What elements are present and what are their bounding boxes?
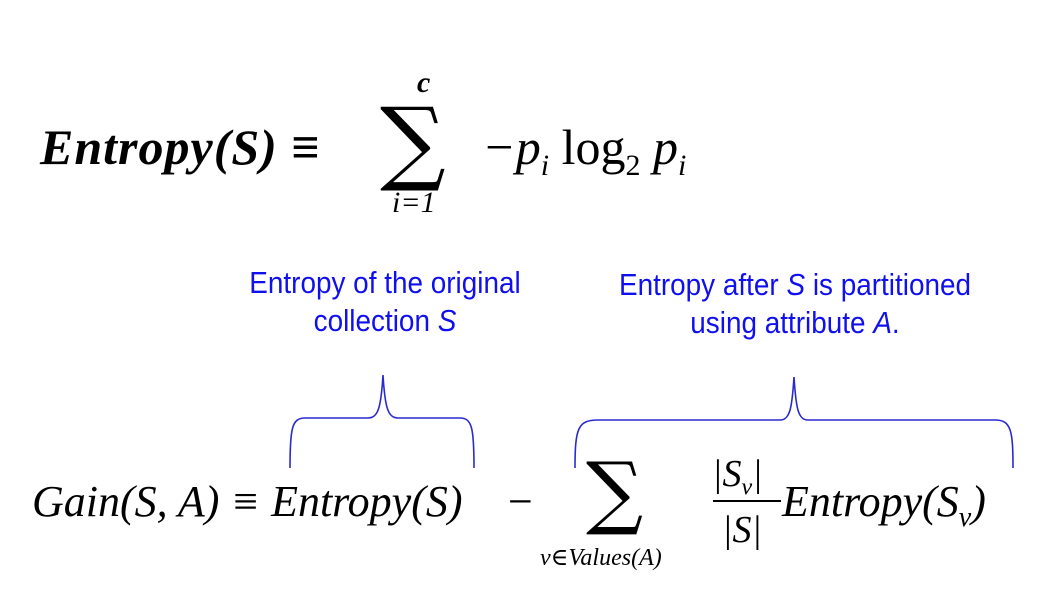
annotation-left-line1: Entropy of the original bbox=[249, 265, 521, 300]
entropy-p: p bbox=[653, 119, 678, 175]
gain-minus-sign: − bbox=[508, 477, 533, 526]
annotation-left-line2: collection S bbox=[219, 302, 552, 340]
entropy-formula-lhs: Entropy(S) ≡ bbox=[40, 119, 321, 175]
annotation-right-line2: using attribute A. bbox=[597, 304, 993, 342]
gain-num-close: | bbox=[752, 453, 763, 495]
gain-num-sub: v bbox=[741, 474, 753, 501]
gain-formula-tail: Entropy(Sv) bbox=[782, 476, 986, 534]
gain-fraction-numerator: |Sv| bbox=[712, 452, 763, 502]
gain-num-s: |S bbox=[712, 453, 742, 495]
annotation-left-var: S bbox=[437, 303, 457, 338]
annotation-right-text-b: is partitioned bbox=[805, 267, 972, 302]
entropy-log: log bbox=[561, 119, 626, 175]
annotation-right-line1: Entropy after S is partitioned bbox=[597, 266, 993, 304]
gain-sum-symbol: ∑ bbox=[586, 445, 644, 538]
gain-sum-subscript: v∈Values(A) bbox=[540, 545, 662, 571]
gain-fraction-bar bbox=[713, 500, 781, 502]
annotation-left-text: collection bbox=[313, 303, 438, 338]
entropy-neg-p: −p bbox=[482, 119, 541, 175]
annotation-partitioned-entropy: Entropy after S is partitioned using att… bbox=[597, 266, 993, 342]
entropy-formula-rhs: −pi log2 pi bbox=[482, 118, 686, 183]
gain-formula-lhs: Gain(S, A) ≡ Entropy(S) bbox=[32, 477, 463, 526]
entropy-sum-lower-limit: i=1 bbox=[392, 186, 436, 219]
brace-right bbox=[574, 376, 1014, 469]
annotation-right-text-c: using attribute bbox=[690, 305, 874, 340]
gain-tail-close: ) bbox=[971, 477, 986, 526]
brace-left bbox=[289, 374, 475, 469]
annotation-right-text-a: Entropy after bbox=[618, 267, 787, 302]
entropy-p-subscript: i bbox=[540, 149, 550, 182]
gain-tail-text: Entropy(S bbox=[782, 477, 959, 526]
annotation-original-entropy: Entropy of the original collection S bbox=[219, 264, 552, 340]
entropy-sum-symbol: ∑ bbox=[380, 88, 446, 195]
entropy-p2-subscript: i bbox=[678, 149, 687, 182]
entropy-sum-upper-limit: c bbox=[417, 66, 431, 99]
gain-tail-sub: v bbox=[958, 501, 972, 533]
annotation-right-var-s: S bbox=[786, 267, 806, 302]
gain-fraction-denominator: |S| bbox=[722, 509, 762, 551]
annotation-right-var-a: A bbox=[873, 305, 892, 340]
annotation-right-text-d: . bbox=[891, 305, 900, 340]
entropy-log-base: 2 bbox=[625, 149, 641, 182]
